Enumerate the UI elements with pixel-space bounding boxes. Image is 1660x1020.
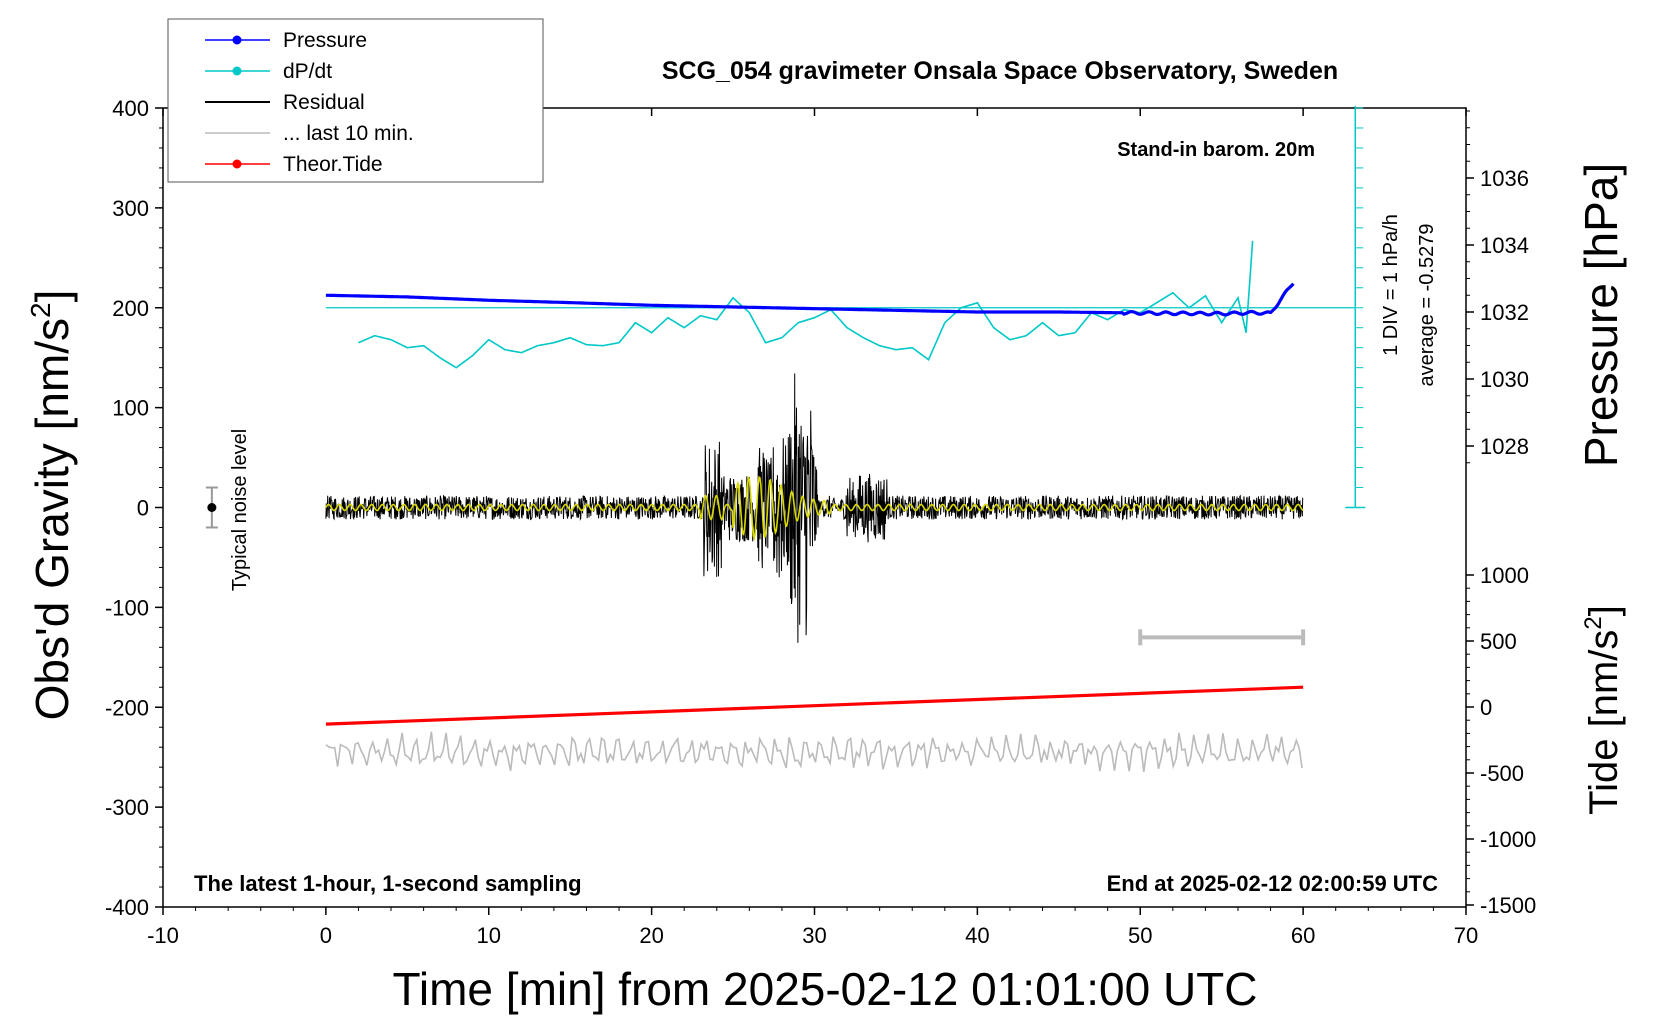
y-tick-label: -300 [105,795,149,820]
pressure-tick-label: 1032 [1480,300,1529,325]
tide-tick-label: -500 [1480,761,1524,786]
tide-line [325,685,1304,726]
tide-tick-label: -1000 [1480,827,1536,852]
filtered-residual-line [325,475,1304,542]
y-tick-label: -400 [105,895,149,920]
pressure-tick-label: 1034 [1480,233,1529,258]
x-tick-label: 30 [802,923,826,948]
y-tick-label: 200 [112,296,149,321]
chart-annotations [205,486,1306,646]
x-tick-label: -10 [147,923,179,948]
end-at-label: End at 2025-02-12 02:00:59 UTC [1107,871,1438,896]
legend: Pressure dP/dt Residual ... last 10 min. The… [167,18,544,183]
noise-level-dot [207,503,217,512]
stand-in-label: Stand-in barom. 20m [1117,139,1315,161]
y-tick-label: 400 [112,96,149,121]
x-tick-label: 10 [477,923,501,948]
pressure-series [325,282,1295,317]
y-axis-label-tide-sup: 2 [1580,616,1607,629]
y-tick-label: 300 [112,196,149,221]
legend-marker [232,159,242,169]
x-tick-label: 60 [1291,923,1315,948]
filtered-residual-series [325,475,1304,542]
residual-line [325,373,1304,643]
last-10-min-series [325,731,1303,773]
y-axis-label-tide-close: ] [1582,605,1626,616]
noise-level-label: Typical noise level [229,429,251,591]
pressure-line [325,282,1295,317]
x-tick-label: 70 [1454,923,1478,948]
y-tick-label: -100 [105,595,149,620]
axis-ticks: -10 0 10 20 30 40 50 60 704003002001000-100-200-… [105,96,1536,948]
y-tick-label: -200 [105,695,149,720]
legend-label: Theor.Tide [283,153,383,176]
tide-tick-label: -1500 [1480,893,1536,918]
pressure-tick-label: 1028 [1480,434,1529,459]
x-tick-label: 50 [1128,923,1152,948]
y-axis-label-tide: Tide [nm/s2] [1580,605,1626,815]
dpdt-line [358,240,1254,369]
tide-tick-label: 0 [1480,695,1492,720]
y-axis-label-left-close: ] [26,290,78,303]
div-label: 1 DIV = 1 hPa/h [1380,214,1402,356]
x-tick-label: 40 [965,923,989,948]
legend-label: ... last 10 min. [283,122,414,145]
y-axis-label-tide-text: Tide [nm/s [1582,630,1626,815]
y-axis-label-left: Obs'd Gravity [nm/s2] [25,290,78,721]
latest-label: The latest 1-hour, 1-second sampling [194,871,582,896]
x-tick-label: 20 [639,923,663,948]
pressure-tick-label: 1036 [1480,166,1529,191]
y-axis-label-left-text: Obs'd Gravity [nm/s [26,318,78,720]
legend-label: Pressure [283,29,367,52]
y-axis-label-pressure: Pressure [hPa] [1575,163,1627,467]
legend-label: dP/dt [283,60,332,83]
pressure-tick-label: 1030 [1480,367,1529,392]
last-10-min-line [325,731,1303,773]
legend-label: Residual [283,91,365,114]
y-tick-label: 0 [137,496,149,521]
chart-title: SCG_054 gravimeter Onsala Space Observat… [662,57,1338,85]
residual-series [325,373,1304,643]
average-label: average = -0.5279 [1416,224,1438,387]
y-tick-label: 100 [112,396,149,421]
tide-tick-label: 500 [1480,629,1517,654]
y-axis-label-left-sup: 2 [25,302,56,318]
legend-marker [232,35,242,45]
legend-marker [232,66,242,76]
tide-series [325,685,1304,726]
x-axis-label: Time [min] from 2025-02-12 01:01:00 UTC [393,963,1258,1015]
tide-tick-label: 1000 [1480,563,1529,588]
x-tick-label: 0 [320,923,332,948]
